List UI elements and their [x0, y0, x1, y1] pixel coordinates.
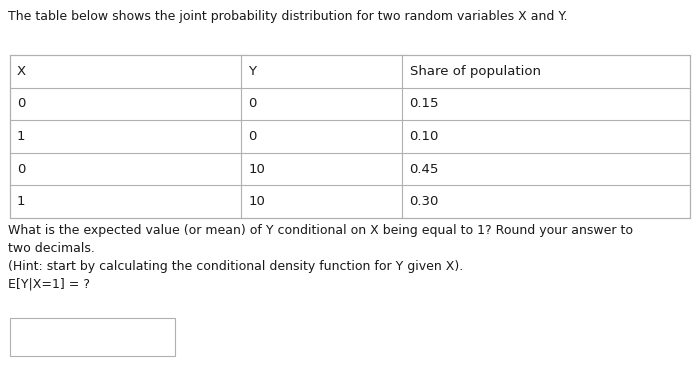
Text: 10: 10 — [248, 163, 265, 176]
Text: (Hint: start by calculating the conditional density function for Y given X).: (Hint: start by calculating the conditio… — [8, 260, 463, 273]
Text: 0: 0 — [17, 163, 25, 176]
Text: What is the expected value (or mean) of Y conditional on X being equal to 1? Rou: What is the expected value (or mean) of … — [8, 224, 633, 237]
Text: Share of population: Share of population — [410, 65, 540, 78]
Text: 1: 1 — [17, 195, 25, 208]
Text: 0: 0 — [248, 98, 257, 110]
Text: 10: 10 — [248, 195, 265, 208]
Text: The table below shows the joint probability distribution for two random variable: The table below shows the joint probabil… — [8, 10, 568, 23]
Text: 0.45: 0.45 — [410, 163, 439, 176]
Text: 0.30: 0.30 — [410, 195, 439, 208]
Text: 0: 0 — [248, 130, 257, 143]
Text: X: X — [17, 65, 26, 78]
Text: 0: 0 — [17, 98, 25, 110]
Text: two decimals.: two decimals. — [8, 242, 95, 255]
Text: 0.10: 0.10 — [410, 130, 439, 143]
Text: 1: 1 — [17, 130, 25, 143]
Text: E[Y|X=1] = ?: E[Y|X=1] = ? — [8, 278, 90, 291]
Text: 0.15: 0.15 — [410, 98, 439, 110]
Text: Y: Y — [248, 65, 256, 78]
